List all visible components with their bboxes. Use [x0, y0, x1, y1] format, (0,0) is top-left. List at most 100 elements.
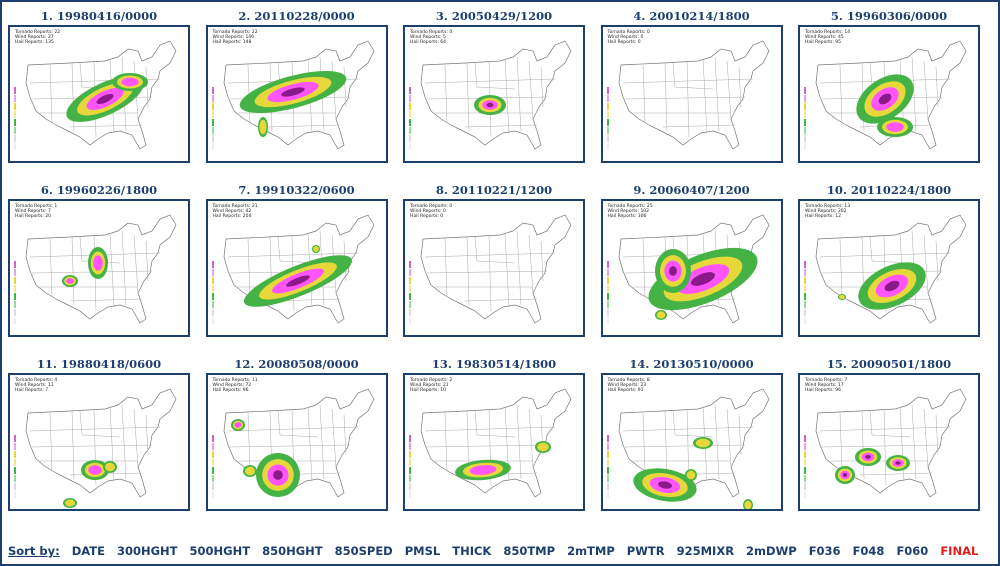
- panel-title[interactable]: 13. 19830514/1800: [431, 357, 557, 371]
- panel-title[interactable]: 10. 20110224/1800: [826, 183, 952, 197]
- sort-option-thick[interactable]: THICK: [452, 544, 492, 558]
- legend-swatch: [14, 459, 16, 466]
- us-map-graphic: [409, 214, 572, 324]
- legend-swatch: [409, 491, 411, 498]
- panel-title[interactable]: 4. 20010214/1800: [633, 9, 750, 23]
- sort-option-f036[interactable]: F036: [808, 544, 841, 558]
- report-counts: Tornado Reports: 4 Wind Reports: 11 Hail R…: [15, 378, 57, 393]
- legend-swatch: [804, 451, 806, 458]
- panel-title[interactable]: 6. 19960226/1800: [40, 183, 158, 197]
- report-map[interactable]: Tornado Reports: 2 Wind Reports: 21 Hail R…: [403, 373, 585, 511]
- analog-panel[interactable]: 9. 20060407/1200 Tornado Reports: 25 Wind …: [600, 182, 783, 337]
- analog-panel[interactable]: 8. 20110221/1200 Tornado Reports: 0 Wind R…: [403, 182, 585, 337]
- sort-option-925mixr[interactable]: 925MIXR: [676, 544, 735, 558]
- state-border: [29, 426, 161, 432]
- sort-option-f060[interactable]: F060: [896, 544, 929, 558]
- wind-report-count: Wind Reports: 0: [410, 209, 446, 214]
- analog-panel[interactable]: 10. 20110224/1800 Tornado Reports: 13 Wind…: [798, 182, 980, 337]
- analog-panel[interactable]: 4. 20010214/1800 Tornado Reports: 0 Wind R…: [600, 8, 783, 163]
- panel-title[interactable]: 15. 20090501/1800: [826, 357, 952, 371]
- report-counts: Tornado Reports: 7 Wind Reports: 17 Hail R…: [805, 378, 847, 393]
- probability-contour: [258, 119, 267, 135]
- panel-title[interactable]: 12. 20080508/0000: [234, 357, 359, 371]
- legend-swatch: [606, 87, 609, 94]
- legend-swatch: [211, 451, 214, 458]
- state-border: [664, 62, 667, 132]
- state-border: [444, 238, 448, 298]
- sort-option-850hght[interactable]: 850HGHT: [262, 544, 323, 558]
- sort-option-pwtr[interactable]: PWTR: [626, 544, 665, 558]
- legend-swatch: [804, 95, 806, 102]
- report-map[interactable]: Tornado Reports: 11 Wind Reports: 72 Hail …: [205, 373, 388, 511]
- sort-option-500hght[interactable]: 500HGHT: [189, 544, 251, 558]
- sort-option-2mdwp[interactable]: 2mDWP: [746, 544, 797, 558]
- legend-swatch: [211, 87, 214, 94]
- analog-panel[interactable]: 6. 19960226/1800 Tornado Reports: 1 Wind R…: [8, 182, 190, 337]
- report-map[interactable]: Tornado Reports: 0 Wind Reports: 5 Hail Re…: [403, 25, 585, 163]
- report-map[interactable]: Tornado Reports: 21 Wind Reports: 42 Hail …: [205, 199, 388, 337]
- sort-option-pmsl[interactable]: PMSL: [404, 544, 441, 558]
- wind-report-count: Wind Reports: 5: [410, 35, 446, 40]
- sort-option-date[interactable]: DATE: [71, 544, 105, 558]
- report-map[interactable]: Tornado Reports: 7 Wind Reports: 17 Hail R…: [798, 373, 980, 511]
- legend-swatch: [409, 103, 411, 110]
- legend-swatch: [804, 87, 806, 94]
- analog-panel[interactable]: 15. 20090501/1800 Tornado Reports: 7 Wind …: [798, 356, 980, 511]
- state-border: [923, 234, 929, 294]
- legend-swatch: [804, 127, 806, 134]
- analog-panel[interactable]: 5. 19960306/0000 Tornado Reports: 14 Wind …: [798, 8, 980, 163]
- legend-swatch: [14, 143, 16, 150]
- panel-title[interactable]: 8. 20110221/1200: [435, 183, 553, 197]
- analog-panel[interactable]: 12. 20080508/0000 Tornado Reports: 11 Wind…: [205, 356, 388, 511]
- report-map[interactable]: Tornado Reports: 0 Wind Reports: 0 Hail Re…: [600, 25, 783, 163]
- analog-panel[interactable]: 7. 19910322/0600 Tornado Reports: 21 Wind …: [205, 182, 388, 337]
- tornado-report-count: Tornado Reports: 13: [805, 204, 851, 209]
- analog-panel[interactable]: 13. 19830514/1800 Tornado Reports: 2 Wind …: [403, 356, 585, 511]
- legend-swatch: [409, 87, 411, 94]
- legend-swatch: [606, 467, 609, 474]
- analog-panel[interactable]: 14. 20130510/0000 Tornado Reports: 8 Wind …: [600, 356, 783, 511]
- sort-option-2mtmp[interactable]: 2mTMP: [567, 544, 615, 558]
- legend-swatch: [14, 87, 16, 94]
- report-map[interactable]: Tornado Reports: 22 Wind Reports: 146 Hail…: [205, 25, 388, 163]
- analog-panel[interactable]: 3. 20050429/1200 Tornado Reports: 0 Wind R…: [403, 8, 585, 163]
- us-outline: [25, 40, 177, 150]
- legend-swatch: [211, 111, 214, 118]
- report-map[interactable]: Tornado Reports: 1 Wind Reports: 7 Hail Re…: [8, 199, 190, 337]
- report-map[interactable]: Tornado Reports: 13 Wind Reports: 202 Hail…: [798, 199, 980, 337]
- report-map[interactable]: Tornado Reports: 0 Wind Reports: 0 Hail Re…: [403, 199, 585, 337]
- state-border: [71, 410, 75, 480]
- report-map[interactable]: Tornado Reports: 22 Wind Reports: 27 Hail …: [8, 25, 190, 163]
- report-map[interactable]: Tornado Reports: 8 Wind Reports: 23 Hail R…: [600, 373, 783, 511]
- panel-title[interactable]: 2. 20110228/0000: [238, 9, 355, 23]
- wind-report-count: Wind Reports: 11: [15, 383, 54, 388]
- sort-option-850tmp[interactable]: 850TMP: [503, 544, 556, 558]
- sort-option-final[interactable]: FINAL: [940, 544, 979, 558]
- legend-swatch: [211, 435, 214, 442]
- report-map[interactable]: Tornado Reports: 25 Wind Reports: 102 Hail…: [600, 199, 783, 337]
- legend-swatch: [14, 443, 16, 450]
- state-border: [49, 238, 53, 298]
- state-border: [504, 58, 510, 134]
- panel-title[interactable]: 3. 20050429/1200: [435, 9, 553, 23]
- legend-swatch: [804, 317, 806, 324]
- sort-option-f048[interactable]: F048: [852, 544, 885, 558]
- panel-title[interactable]: 5. 19960306/0000: [830, 9, 948, 23]
- analog-panel[interactable]: 2. 20110228/0000 Tornado Reports: 22 Wind …: [205, 8, 388, 163]
- sort-option-300hght[interactable]: 300HGHT: [116, 544, 178, 558]
- report-map[interactable]: Tornado Reports: 14 Wind Reports: 45 Hail …: [798, 25, 980, 163]
- legend-swatch: [606, 285, 609, 292]
- state-border: [516, 56, 522, 132]
- analog-panel[interactable]: 1. 19980416/0000 Tornado Reports: 22 Wind …: [8, 8, 190, 163]
- legend-swatch: [606, 119, 609, 126]
- panel-title[interactable]: 11. 19880418/0600: [36, 357, 162, 371]
- report-map[interactable]: Tornado Reports: 4 Wind Reports: 11 Hail R…: [8, 373, 190, 511]
- legend-swatch: [14, 95, 16, 102]
- sort-option-850sped[interactable]: 850SPED: [334, 544, 393, 558]
- panel-title[interactable]: 14. 20130510/0000: [629, 357, 754, 371]
- panel-title[interactable]: 7. 19910322/0600: [238, 183, 355, 197]
- panel-title[interactable]: 9. 20060407/1200: [633, 183, 750, 197]
- panel-title[interactable]: 1. 19980416/0000: [40, 9, 158, 23]
- analog-panel[interactable]: 11. 19880418/0600 Tornado Reports: 4 Wind …: [8, 356, 190, 511]
